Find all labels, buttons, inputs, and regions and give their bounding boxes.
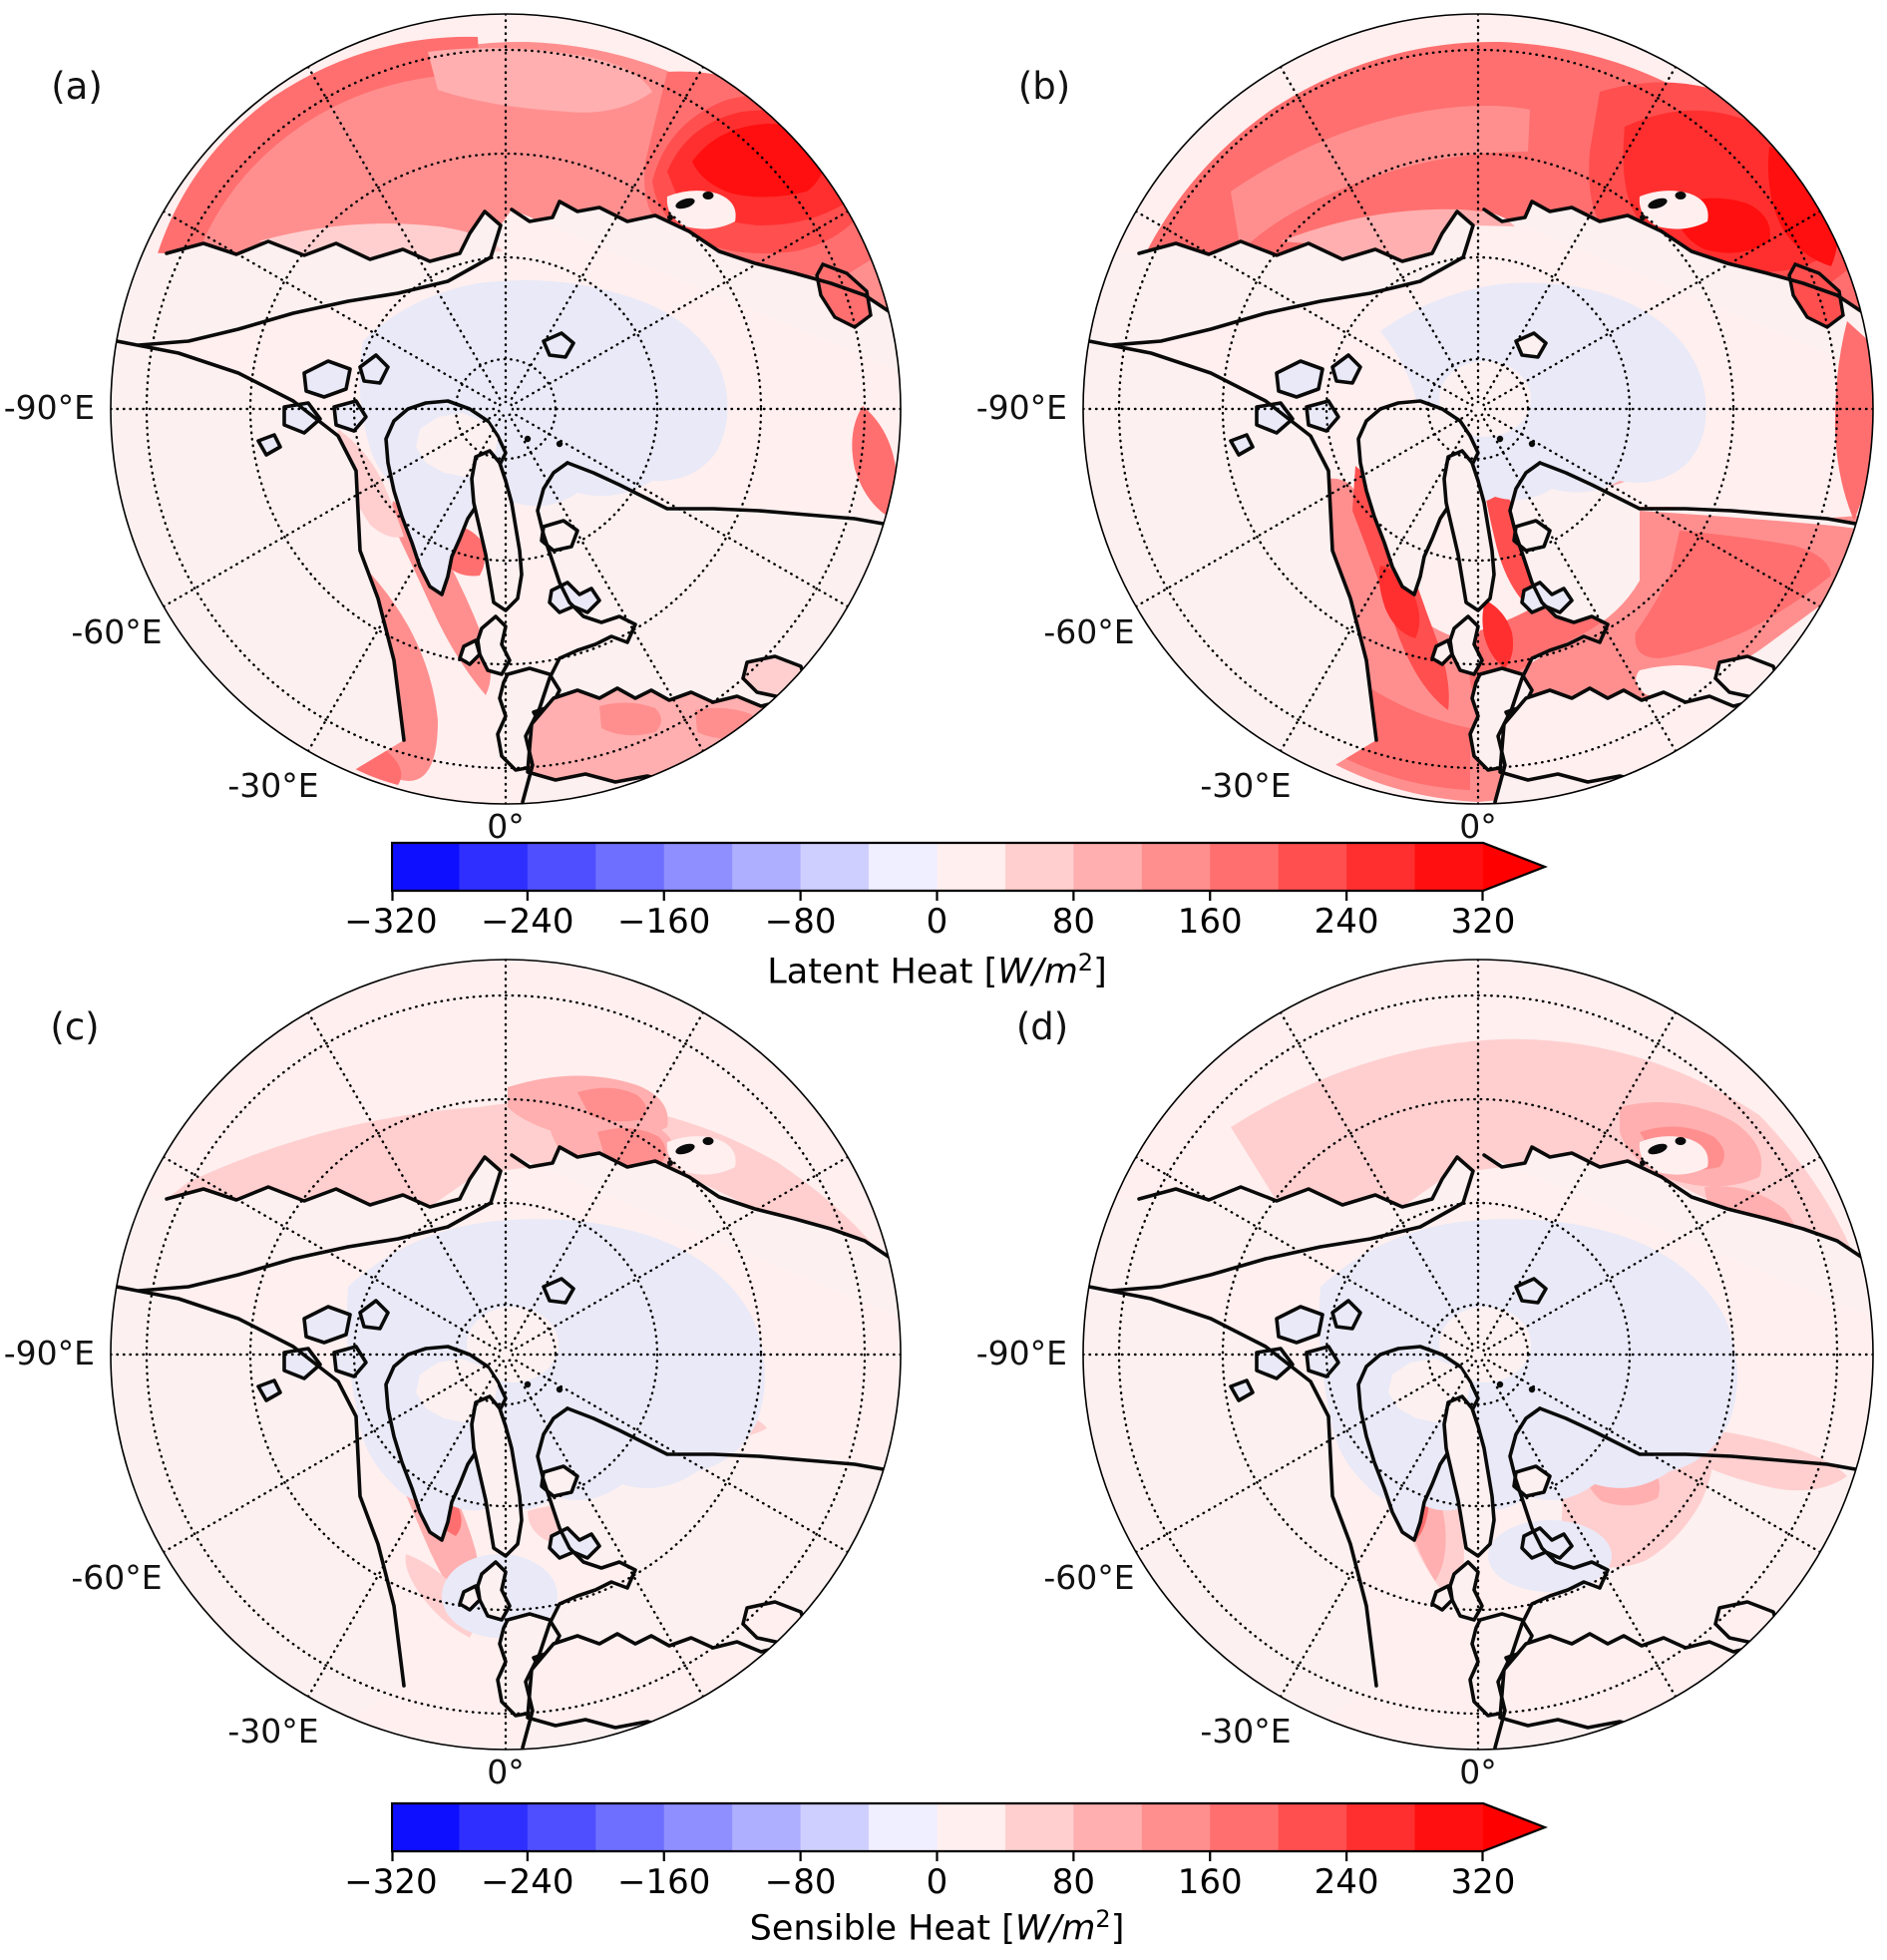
colorbar-unit: W/m: [997, 952, 1078, 992]
colorbar-tick-label: 80: [1051, 902, 1095, 942]
colorbar-unit-sup: 2: [1095, 1905, 1111, 1933]
panel-label-c: (c): [50, 1005, 100, 1048]
colorbar-tick-label: −240: [481, 902, 574, 942]
gridline-label--30E: -30°E: [227, 766, 319, 805]
polar-map-d: [1082, 959, 1874, 1751]
colorbar-tick-label: 320: [1450, 1862, 1516, 1902]
colorbar-label-sensible: Sensible Heat [W/m2]: [391, 1905, 1483, 1949]
gridline-label--60E: -60°E: [1043, 1558, 1135, 1597]
polar-map-a: [110, 13, 902, 805]
colorbar-ticks-sensible: −320 −240 −160 −80 0 80 160 240 320: [344, 1862, 1515, 1902]
panel-label-a: (a): [51, 65, 103, 108]
gridline-label-0: 0°: [1459, 1753, 1497, 1791]
gridline-label--30E: -30°E: [227, 1712, 319, 1751]
panel-label-d: (d): [1015, 1005, 1069, 1048]
colorbar-sensible-heat: −320 −240 −160 −80 0 80 160 240 320 Sensible Hea…: [344, 1801, 1548, 1951]
colorbar-unit-sup: 2: [1077, 949, 1094, 977]
colorbar-tick-label: −240: [481, 1862, 574, 1902]
colorbar-gradient-sensible: [391, 1801, 1548, 1861]
gridline-label--30E: -30°E: [1200, 1712, 1292, 1751]
gridline-label--90E: -90°E: [3, 1334, 95, 1372]
colorbar-tick-label: −80: [764, 1862, 837, 1902]
colorbar-tick-label: 240: [1314, 902, 1379, 942]
gridline-label--90E: -90°E: [975, 1334, 1067, 1372]
colorbar-latent-heat: −320 −240 −160 −80 0 80 160 240 320 Latent Heat …: [344, 841, 1548, 992]
map-panel-b: -90°E -60°E -30°E 0°: [976, 12, 1875, 846]
colorbar-tick-label: 80: [1051, 1862, 1095, 1902]
colorbar-tick-label: 320: [1450, 902, 1516, 942]
colorbar-label-text: Latent Heat [: [767, 952, 998, 992]
gridline-label--60E: -60°E: [1043, 612, 1135, 651]
gridline-label-0: 0°: [1459, 807, 1497, 846]
gridline-label--30E: -30°E: [1200, 766, 1292, 805]
gridline-label--60E: -60°E: [71, 1558, 163, 1597]
gridline-label-0: 0°: [487, 807, 525, 846]
panel-label-b: (b): [1017, 65, 1071, 108]
gridline-label--90E: -90°E: [975, 388, 1067, 427]
colorbar-label-latent: Latent Heat [W/m2]: [391, 949, 1483, 992]
map-panel-a: -90°E -60°E -30°E 0°: [4, 12, 903, 846]
colorbar-tick-label: 160: [1177, 902, 1243, 942]
gridline-label-0: 0°: [487, 1753, 525, 1791]
colorbar-tick-label: −160: [617, 1862, 711, 1902]
colorbar-tick-label: −80: [764, 902, 837, 942]
map-panel-c: -90°E -60°E -30°E 0°: [4, 958, 903, 1791]
colorbar-unit: W/m: [1014, 1908, 1096, 1949]
colorbar-tick-label: −160: [617, 902, 711, 942]
colorbar-tick-label: −320: [344, 902, 438, 942]
colorbar-tick-label: 160: [1177, 1862, 1243, 1902]
colorbar-gradient-latent: [391, 841, 1548, 901]
colorbar-tick-label: 0: [926, 902, 948, 942]
colorbar-tick-label: −320: [344, 1862, 438, 1902]
gridline-label--90E: -90°E: [3, 388, 95, 427]
polar-map-b: [1082, 13, 1874, 805]
map-panel-d: -90°E -60°E -30°E 0°: [976, 958, 1875, 1791]
colorbar-ticks-latent: −320 −240 −160 −80 0 80 160 240 320: [344, 902, 1515, 942]
colorbar-tick-label: 240: [1314, 1862, 1379, 1902]
polar-map-c: [110, 959, 902, 1751]
gridline-label--60E: -60°E: [71, 612, 163, 651]
colorbar-label-text: Sensible Heat [: [749, 1908, 1015, 1949]
colorbar-label-close: ]: [1110, 1908, 1125, 1949]
colorbar-label-close: ]: [1093, 952, 1107, 992]
colorbar-tick-label: 0: [926, 1862, 948, 1902]
